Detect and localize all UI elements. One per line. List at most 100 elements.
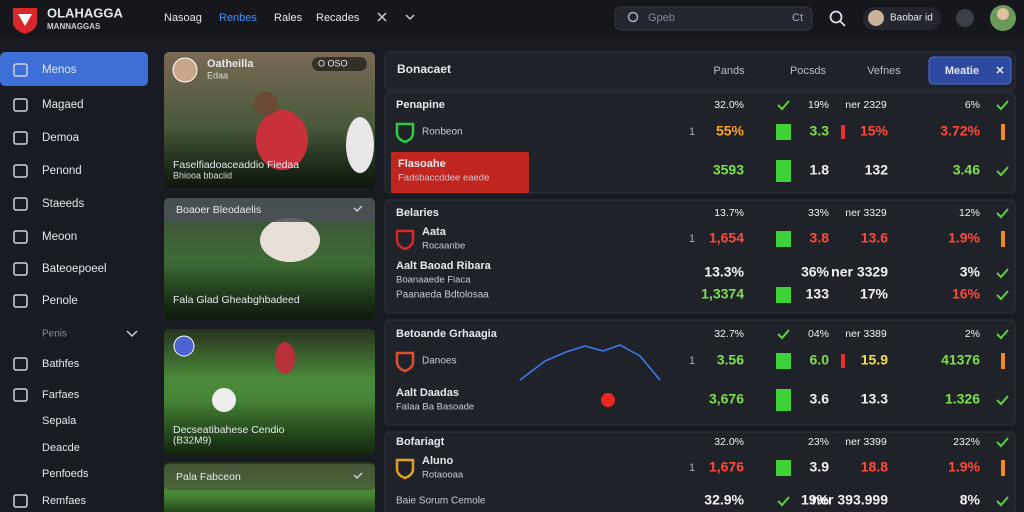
- column-header[interactable]: Pands: [713, 65, 745, 77]
- nav-link[interactable]: Nasoag: [164, 12, 202, 24]
- odds-value: 12%: [959, 207, 980, 219]
- odds-value[interactable]: ner 3329: [831, 264, 888, 280]
- odds-value: 2%: [965, 328, 980, 340]
- row-label: Danoes: [422, 356, 456, 367]
- odds-value[interactable]: 3%: [960, 264, 981, 280]
- match-group: [384, 319, 1016, 426]
- menu-item[interactable]: Menos: [42, 64, 77, 76]
- nav-more[interactable]: [405, 14, 415, 21]
- odds-value[interactable]: 3.46: [953, 162, 980, 178]
- close-icon[interactable]: [377, 12, 387, 22]
- odds-value[interactable]: 17%: [860, 286, 889, 302]
- odds-value[interactable]: 18.8: [861, 459, 888, 475]
- odds-value[interactable]: 3.56: [717, 352, 744, 368]
- odds-value[interactable]: 1,3374: [701, 286, 744, 302]
- user-pill[interactable]: [863, 7, 941, 30]
- row-label: Paanaeda Bdtolosaa: [396, 290, 489, 301]
- row-prefix: 1: [689, 355, 695, 367]
- top-bar: [0, 0, 1024, 38]
- check-icon: [996, 496, 1009, 507]
- odds-value[interactable]: 1.326: [945, 391, 980, 407]
- odds-value[interactable]: 8%: [960, 492, 981, 508]
- match-group: [384, 199, 1016, 314]
- nav-link[interactable]: Recades: [316, 12, 360, 24]
- odds-value[interactable]: 1,654: [709, 230, 744, 246]
- check-icon: [996, 166, 1009, 177]
- match-group: [384, 91, 1016, 194]
- odds-value: 23%: [808, 436, 829, 448]
- menu-section[interactable]: Penis: [42, 329, 67, 340]
- search-box[interactable]: [614, 6, 813, 31]
- menu-item[interactable]: Deacde: [42, 442, 80, 454]
- search-button-handle: [839, 20, 846, 27]
- column-header[interactable]: Vefnes: [867, 65, 901, 77]
- odds-value[interactable]: 41376: [941, 352, 980, 368]
- odds-value[interactable]: 1.9%: [948, 459, 980, 475]
- odds-value[interactable]: 36%: [801, 264, 830, 280]
- card-name: Oatheilla: [207, 58, 254, 70]
- menu-item[interactable]: Magaed: [42, 99, 84, 111]
- menu-item[interactable]: Demoa: [42, 132, 80, 144]
- row-label: Betoande Grhaagia: [396, 328, 498, 340]
- row-label: Belaries: [396, 207, 439, 219]
- notifications[interactable]: [956, 9, 974, 27]
- menu-item[interactable]: Farfaes: [42, 389, 80, 401]
- active-tab[interactable]: [928, 56, 1012, 85]
- odds-value[interactable]: 55%: [716, 123, 745, 139]
- odds-value[interactable]: 3,676: [709, 391, 744, 407]
- odds-value[interactable]: 3593: [713, 162, 744, 178]
- odds-value[interactable]: 19%: [801, 492, 830, 508]
- menu-item[interactable]: Meoon: [42, 231, 77, 243]
- column-header[interactable]: Pocsds: [790, 65, 827, 77]
- card-shade: [164, 329, 375, 455]
- menu-item[interactable]: Penfoeds: [42, 468, 89, 480]
- odds-value[interactable]: 3.9: [810, 459, 830, 475]
- odds-value[interactable]: 13.6: [861, 230, 888, 246]
- tab-close[interactable]: [996, 66, 1004, 74]
- odds-value[interactable]: 16%: [952, 286, 981, 302]
- search-button[interactable]: [829, 10, 843, 24]
- menu-item[interactable]: Penole: [42, 295, 78, 307]
- odds-value[interactable]: 133: [806, 286, 830, 302]
- odds-value[interactable]: 132: [865, 162, 889, 178]
- player: [275, 342, 295, 374]
- menu-item[interactable]: Bateoepoeel: [42, 263, 107, 275]
- menu-item[interactable]: Bathfes: [42, 358, 80, 370]
- indicator: [1001, 124, 1005, 140]
- odds-value[interactable]: 1.8: [810, 162, 830, 178]
- menu-icon: [13, 294, 28, 308]
- row-prefix: 1: [689, 126, 695, 138]
- menu-item[interactable]: Staeeds: [42, 198, 84, 210]
- odds-value: 232%: [953, 436, 980, 448]
- odds-value[interactable]: 6.0: [810, 352, 830, 368]
- odds-value[interactable]: 15.9: [861, 352, 888, 368]
- card-header: Pala Fabceon: [176, 471, 241, 483]
- card-caption-sub: (B32M9): [173, 436, 211, 447]
- odds-value[interactable]: 32.9%: [704, 492, 744, 508]
- odds-value[interactable]: 1.9%: [948, 230, 980, 246]
- row-label: Aata: [422, 226, 447, 238]
- odds-value[interactable]: 13.3: [861, 391, 888, 407]
- odds-value[interactable]: 15%: [860, 123, 889, 139]
- menu-item[interactable]: Sepala: [42, 415, 77, 427]
- menu-icon: [13, 230, 28, 244]
- menu-item[interactable]: Remfaes: [42, 495, 87, 507]
- row-sub: Rotaooaa: [422, 470, 464, 481]
- odds-value[interactable]: 3.3: [810, 123, 830, 139]
- odds-value: 6%: [965, 99, 980, 111]
- odds-value[interactable]: ner 393.999: [812, 492, 888, 508]
- promo-banner[interactable]: [391, 152, 529, 193]
- tab-label[interactable]: Meatie: [945, 65, 979, 77]
- nav-link[interactable]: Rales: [274, 12, 303, 24]
- check-icon: [996, 268, 1009, 279]
- odds-value[interactable]: 3.8: [810, 230, 830, 246]
- card-shade: [164, 198, 375, 320]
- odds-value[interactable]: 3.72%: [940, 123, 980, 139]
- nav-link[interactable]: Renbes: [219, 12, 257, 24]
- section-chevron[interactable]: [126, 330, 138, 338]
- odds-value[interactable]: 1,676: [709, 459, 744, 475]
- menu-item[interactable]: Penond: [42, 165, 82, 177]
- odds-value[interactable]: 13.3%: [704, 264, 744, 280]
- odds-value[interactable]: 3.6: [810, 391, 830, 407]
- card-bar: [164, 464, 375, 490]
